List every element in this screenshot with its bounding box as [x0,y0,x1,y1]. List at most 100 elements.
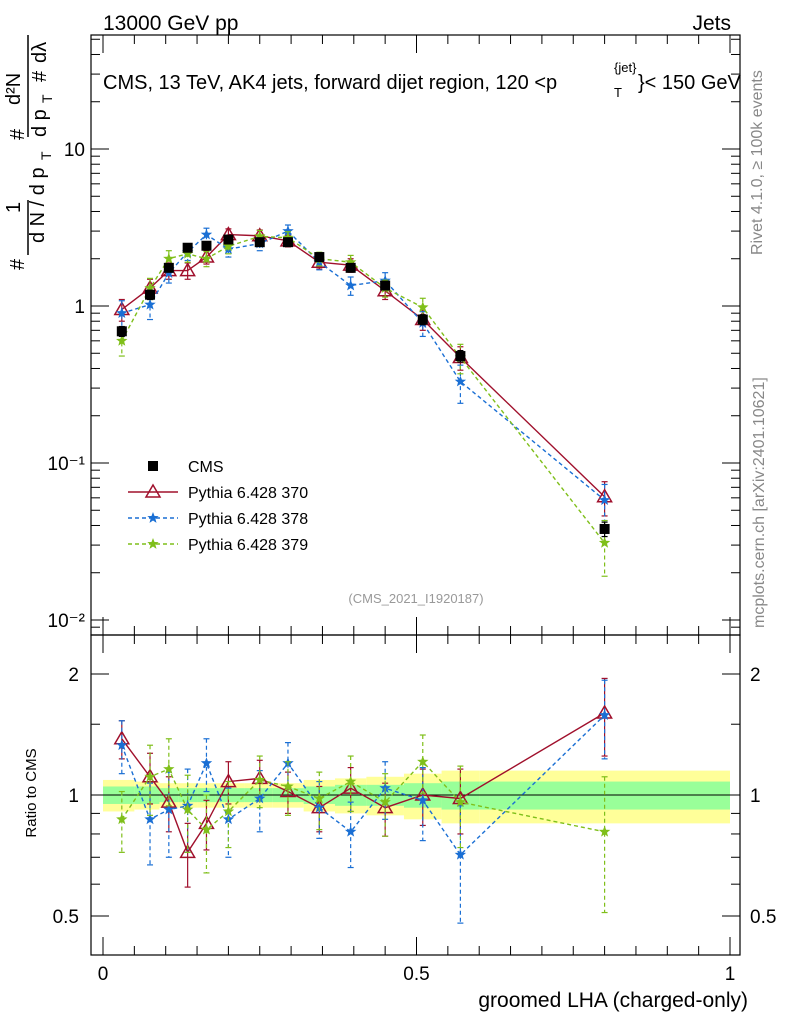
data-point [454,375,467,387]
ratio-point [454,848,467,860]
data-point [163,252,175,264]
title-sup: {jet} [614,60,637,75]
ratio-tick-label-right: 0.5 [750,907,776,928]
y-axis-label: # d N / d p T 1 # d p T d²N # dλ [3,35,55,270]
svg-text:T: T [38,151,54,160]
data-point [181,247,194,259]
data-point [282,225,294,236]
data-point [144,298,156,310]
legend: CMS Pythia 6.428 370 Pythia 6.428 378 Pythi… [128,459,308,554]
ratio-tick-label-left: 2 [68,665,79,686]
ratio-tick-label-right: 1 [750,786,761,807]
ratio-tick-label-right: 2 [750,665,761,686]
ratio-point [163,763,175,774]
main-panel: 10⁻² 10⁻¹ 1 10 [48,34,741,636]
data-point [599,523,610,534]
ratio-point [454,796,467,807]
legend-item: CMS [148,459,224,476]
data-point [116,307,128,318]
legend-label: Pythia 6.428 379 [188,537,308,554]
data-point [314,252,325,263]
svg-text:dλ: dλ [29,42,51,63]
data-point [282,237,293,248]
x-tick-label: 0.5 [403,964,429,985]
svg-text:d p: d p [29,109,51,137]
svg-text:d²N: d²N [3,73,25,105]
data-point [144,282,156,293]
data-point [145,289,156,300]
ratio-series-pythia-6-428-379 [116,734,611,914]
series-line [121,235,606,544]
legend-label: Pythia 6.428 370 [188,485,308,502]
data-point [345,256,357,268]
chart-title: CMS, 13 TeV, AK4 jets, forward dijet reg… [103,60,742,100]
mcplots-label: mcplots.cern.ch [arXiv:2401.10621] [751,377,768,628]
main-tick-label: 10⁻² [48,611,86,632]
ratio-point [144,770,156,782]
svg-text:#: # [29,70,51,82]
ratio-point [345,825,357,837]
ratio-point [598,825,611,837]
data-point [200,228,213,240]
legend-label: Pythia 6.428 378 [188,511,308,528]
ratio-series-pythia-6-428-378 [116,679,611,924]
data-point [455,351,466,362]
svg-text:T: T [39,94,55,103]
x-axis-label: groomed LHA (charged-only) [478,989,748,1012]
ratio-point [116,813,128,825]
data-point [201,240,212,251]
legend-marker [148,461,158,471]
main-tick-label: 10 [64,140,85,161]
data-point [179,262,196,277]
ratio-point [254,774,266,785]
ratio-point [179,843,196,859]
data-point [163,262,174,273]
ratio-point [417,794,429,806]
data-point [116,334,128,346]
svg-text:#: # [7,128,29,140]
ratio-point [313,801,325,813]
data-point [417,314,428,325]
ratio-line [121,712,605,854]
ratio-point [598,709,611,720]
ratio-point [222,805,235,817]
data-point [345,262,356,273]
ratio-point [254,792,266,804]
series-cms [116,234,610,538]
data-point [222,240,235,252]
ratio-point [144,813,156,825]
legend-label: CMS [188,459,224,476]
main-tick-label: 10⁻¹ [48,454,86,475]
ratio-point [200,757,213,768]
svg-text:1: 1 [3,202,25,213]
ratio-y-label: Ratio to CMS [23,748,40,837]
ratio-tick-label-left: 1 [68,786,79,807]
data-point [200,252,213,264]
ratio-point [181,803,194,815]
title-tail: }< 150 GeV [638,72,742,94]
ratio-point [163,803,175,815]
ratio-panel: 0.5 0.5 1 1 2 2 0 0.5 1 [53,634,776,985]
ratio-point [417,755,429,767]
ratio-line [121,760,605,833]
legend-marker [147,538,159,549]
ratio-point [279,783,297,798]
ratio-point [116,739,128,751]
data-point [598,536,611,548]
header-left: 13000 GeV pp [103,12,238,35]
data-point [116,326,127,337]
svg-text:d N / d p: d N / d p [27,167,49,243]
data-point [598,494,611,505]
data-point [254,237,265,248]
legend-item: Pythia 6.428 379 [128,537,308,554]
ratio-point [282,780,294,792]
ratio-point [313,792,325,804]
data-point [254,230,266,242]
rivet-label: Rivet 4.1.0, ≥ 100k events [749,70,766,255]
main-tick-label: 1 [74,297,85,318]
data-point [182,242,193,253]
data-point [380,280,391,291]
data-point [345,279,357,291]
header-right: Jets [692,12,731,35]
ratio-point [379,796,391,807]
